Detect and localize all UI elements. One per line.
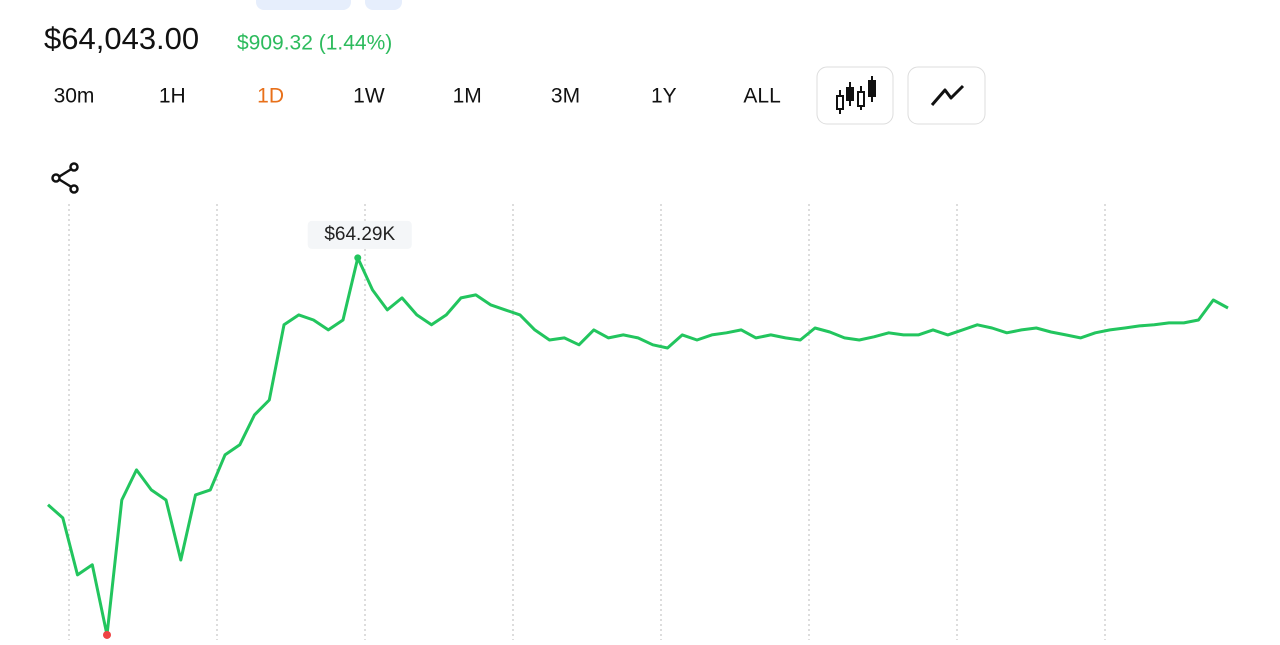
timeframe-button[interactable]: 1Y [651,85,677,108]
line-icon [930,84,965,106]
line-toggle[interactable] [907,66,986,125]
price: $64,043.00 [44,21,199,56]
timeframe-button[interactable]: 3M [551,85,580,108]
timeframe-button[interactable]: 30m [54,85,95,108]
tag-pill [256,0,351,10]
high-label: $64.29K [324,224,395,245]
timeframe-bar: 30m 1H 1D 1W 1M 3M 1Y ALL [54,85,781,108]
timeframe-button[interactable]: 1H [159,85,186,108]
candlestick-toggle[interactable] [816,66,894,125]
timeframe-button[interactable]: 1M [453,85,482,108]
low-point [103,630,111,639]
share-button[interactable] [51,162,79,194]
timeframe-button[interactable]: 1W [353,85,385,108]
price-change: $909.32 (1.44%) [237,32,392,55]
timeframe-button[interactable]: ALL [743,85,780,108]
high-point [354,254,362,262]
high-label-box [307,220,412,249]
price-line [47,256,1229,637]
tag-pill [365,0,402,10]
price-chart: $64.29K [47,204,1229,640]
candlestick-icon [836,76,876,114]
timeframe-button[interactable]: 1D [257,85,284,108]
